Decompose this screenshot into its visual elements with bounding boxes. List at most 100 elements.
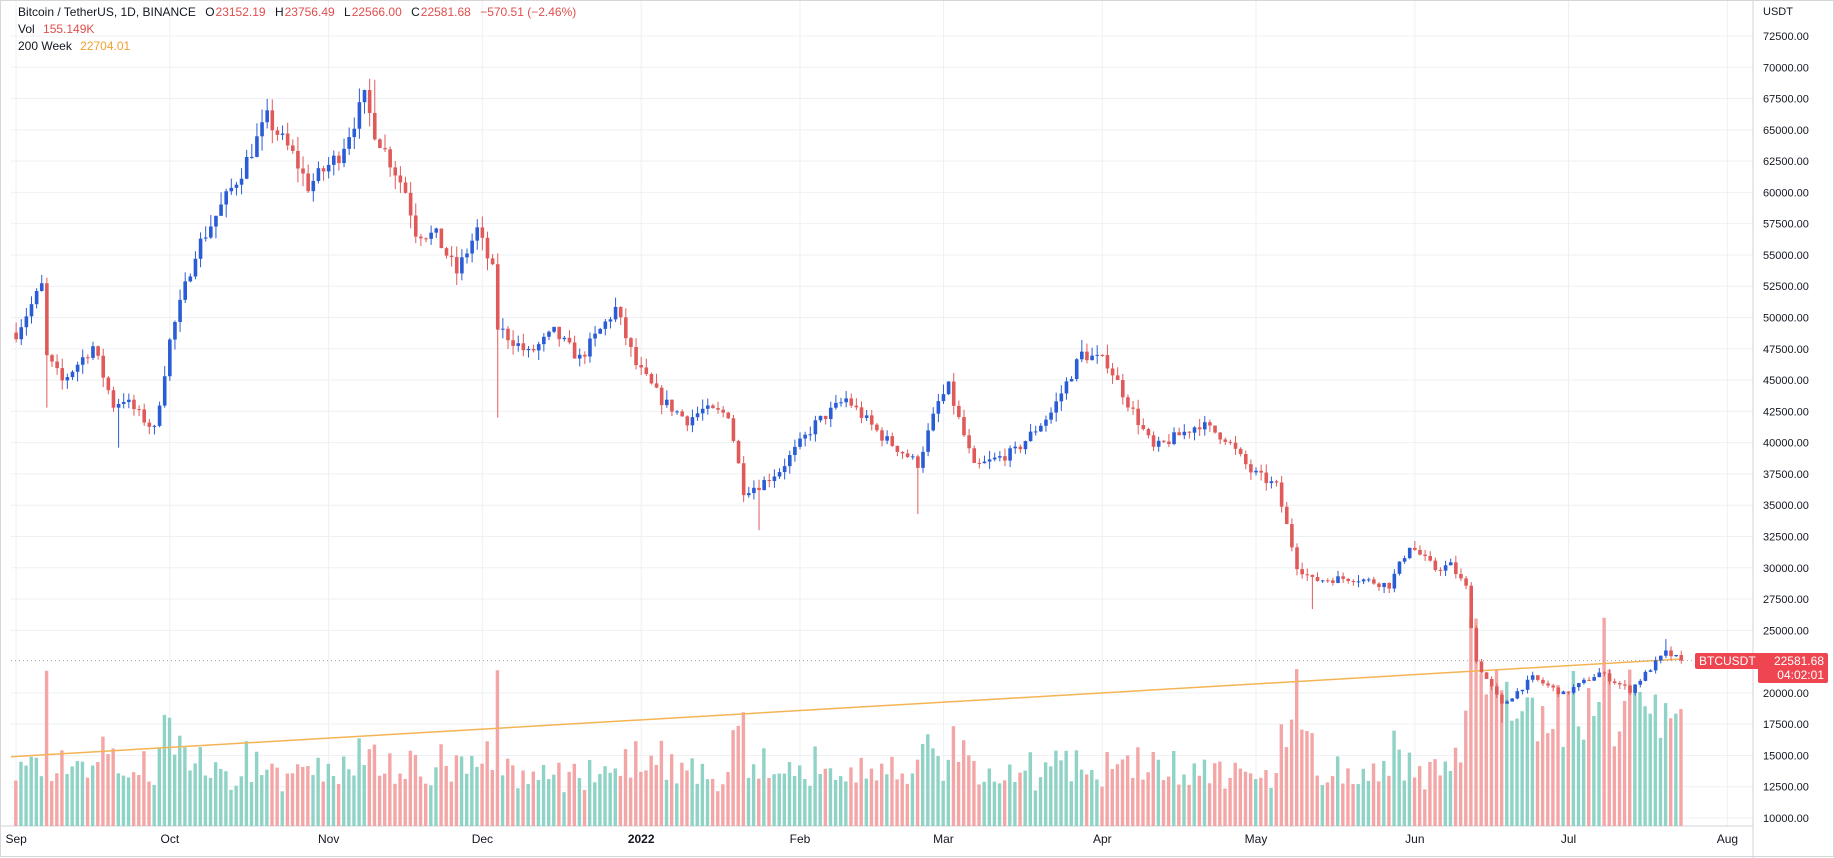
candle-body <box>393 167 398 176</box>
symbol-title[interactable]: Bitcoin / TetherUS, 1D, BINANCE <box>18 5 196 19</box>
candle-body <box>260 122 264 137</box>
volume-bar <box>490 770 495 826</box>
volume-bar <box>480 763 484 826</box>
volume-bar <box>1284 747 1289 826</box>
volume-bar <box>1074 750 1079 826</box>
candle-body <box>1208 422 1212 426</box>
volume-bar <box>1597 701 1601 826</box>
candle-body <box>419 236 423 239</box>
volume-bar <box>521 770 525 826</box>
volume-bar <box>265 769 269 826</box>
candle-body <box>951 381 956 406</box>
y-tick-label: 55000.00 <box>1763 250 1809 262</box>
candle-body <box>562 337 567 340</box>
volume-bar <box>890 756 894 826</box>
volume-bar <box>956 761 961 826</box>
ma-legend[interactable]: 200 Week 22704.01 <box>18 39 131 53</box>
volume-bar <box>869 768 874 826</box>
volume-bar <box>1540 706 1545 826</box>
volume-bar <box>244 741 249 826</box>
candle-body <box>936 401 941 414</box>
volume-bar <box>459 756 464 826</box>
candle-body <box>239 178 244 185</box>
candle-body <box>1464 578 1468 586</box>
volume-bar <box>1054 750 1058 826</box>
candle-body <box>1351 581 1356 583</box>
volume-bar <box>367 749 372 826</box>
candle-body <box>895 445 900 452</box>
candle-body <box>403 182 408 193</box>
y-tick-label: 37500.00 <box>1763 469 1809 481</box>
y-tick-label: 67500.00 <box>1763 94 1809 106</box>
candle-body <box>162 376 167 406</box>
volume-bar <box>823 768 828 826</box>
candle-body <box>147 422 152 427</box>
volume-bar <box>1638 691 1642 826</box>
volume-bar <box>172 754 177 826</box>
candle-body <box>859 407 864 418</box>
volume-bar <box>1520 711 1524 826</box>
vol-label: Vol <box>18 22 35 36</box>
candle-body <box>178 299 182 323</box>
volume-bar <box>1494 670 1499 826</box>
price-unit-label: USDT <box>1763 6 1793 18</box>
volume-bar <box>403 778 407 826</box>
volume-legend[interactable]: Vol 155.149K <box>18 22 95 36</box>
candle-body <box>787 455 792 467</box>
candle-body <box>1064 381 1069 394</box>
candle-body <box>1305 574 1310 576</box>
volume-bar <box>1120 759 1125 826</box>
candle-body <box>618 306 623 318</box>
candle-body <box>326 164 331 172</box>
volume-bar <box>772 774 776 826</box>
candle-body <box>1643 671 1648 681</box>
candle-body <box>45 283 49 356</box>
volume-bar <box>1643 706 1647 826</box>
volume-bar <box>326 763 331 826</box>
volume-bar <box>470 755 474 826</box>
volume-bar <box>874 780 879 826</box>
candle-body <box>183 281 187 300</box>
volume-bar <box>885 774 889 826</box>
volume-bar <box>464 773 469 826</box>
volume-bar <box>188 770 192 826</box>
volume-bar <box>541 765 546 826</box>
volume-bar <box>1648 713 1652 826</box>
volume-bar <box>1161 780 1166 826</box>
candle-body <box>265 110 269 123</box>
candle-body <box>1571 687 1576 693</box>
volume-bar <box>1079 769 1084 826</box>
candle-body <box>495 264 500 330</box>
y-tick-label: 32500.00 <box>1763 531 1809 543</box>
candle-body <box>1443 565 1448 571</box>
volume-bar <box>1125 755 1130 826</box>
candle-body <box>900 451 905 454</box>
bar-countdown: 04:02:01 <box>1777 668 1824 682</box>
candle-body <box>1382 582 1386 588</box>
candle-body <box>890 436 895 446</box>
volume-bar <box>213 762 218 826</box>
candle-body <box>1259 470 1263 473</box>
candle-body <box>885 436 889 441</box>
volume-bar <box>1581 739 1586 826</box>
candle-body <box>1095 354 1099 356</box>
candle-body <box>1413 547 1417 550</box>
candle-body <box>1515 691 1520 699</box>
volume-bar <box>1238 768 1243 826</box>
candle-body <box>1336 576 1340 583</box>
volume-bar <box>721 784 725 826</box>
candle-body <box>813 420 818 435</box>
candle-body <box>429 232 433 239</box>
candle-body <box>306 173 310 192</box>
volume-bar <box>1382 760 1386 826</box>
candle-body <box>1141 425 1146 430</box>
volume-bar <box>1423 789 1427 826</box>
candle-body <box>987 459 992 462</box>
volume-bar <box>1669 718 1673 826</box>
volume-bar <box>623 749 628 826</box>
volume-bar <box>357 738 361 826</box>
volume-bar <box>859 757 863 826</box>
volume-bar <box>552 774 556 826</box>
